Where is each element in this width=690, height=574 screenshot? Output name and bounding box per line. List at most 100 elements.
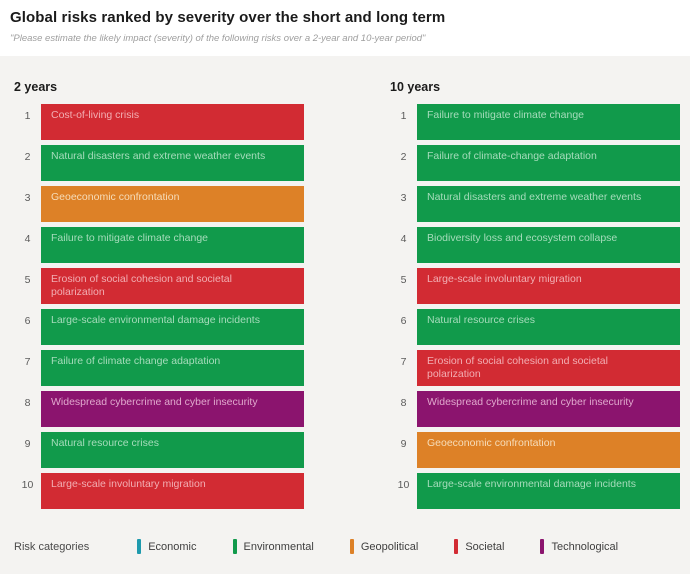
risk-row: 3 Geoeconomic confrontation xyxy=(14,186,304,222)
legend-items: Economic Environmental Geopolitical Soci… xyxy=(137,539,654,554)
risk-row: 10 Large-scale environmental damage inci… xyxy=(390,473,680,509)
risk-bar: Failure to mitigate climate change xyxy=(417,104,680,140)
legend-item: Economic xyxy=(137,539,197,554)
risk-bar: Large-scale involuntary migration xyxy=(41,473,304,509)
risk-rank: 6 xyxy=(400,315,407,327)
legend-category-swatch-icon xyxy=(454,539,459,554)
legend-category-label: Societal xyxy=(465,540,505,553)
risk-rank: 10 xyxy=(397,479,410,491)
chart-title: Global risks ranked by severity over the… xyxy=(10,9,446,26)
risk-row: 4 Biodiversity loss and ecosystem collap… xyxy=(390,227,680,263)
legend-category-label: Geopolitical xyxy=(360,540,419,553)
risk-rank: 7 xyxy=(24,356,31,368)
risk-bar: Failure of climate change adaptation xyxy=(41,350,304,386)
risk-bar: Cost-of-living crisis xyxy=(41,104,304,140)
risk-row: 9 Geoeconomic confrontation xyxy=(390,432,680,468)
risk-rank: 2 xyxy=(24,151,31,163)
risk-rank: 4 xyxy=(400,233,407,245)
risk-rank: 10 xyxy=(21,479,34,491)
risk-label: Large-scale involuntary migration xyxy=(427,273,582,285)
risk-bar: Geoeconomic confrontation xyxy=(417,432,680,468)
risk-label: Geoeconomic confrontation xyxy=(51,191,180,203)
risk-row: 5 Erosion of social cohesion and societa… xyxy=(14,268,304,304)
risk-row: 9 Natural resource crises xyxy=(14,432,304,468)
ranking-list-2-years: 1 Cost-of-living crisis 2 Natural disast… xyxy=(14,104,304,509)
legend-category-swatch-icon xyxy=(232,539,237,554)
legend-item: Environmental xyxy=(232,539,314,554)
risk-rank: 9 xyxy=(24,438,31,450)
column-header-2-years: 2 years xyxy=(14,80,58,94)
risk-bar: Natural resource crises xyxy=(417,309,680,345)
risk-row: 8 Widespread cybercrime and cyber insecu… xyxy=(14,391,304,427)
risk-bar: Widespread cybercrime and cyber insecuri… xyxy=(41,391,304,427)
column-header-10-years: 10 years xyxy=(390,80,441,94)
risk-rank: 7 xyxy=(400,356,407,368)
chart-header: Global risks ranked by severity over the… xyxy=(0,0,690,56)
risk-rank: 1 xyxy=(400,110,407,122)
risk-bar: Large-scale environmental damage inciden… xyxy=(41,309,304,345)
risk-label: Large-scale environmental damage inciden… xyxy=(51,314,260,326)
risk-label: Large-scale environmental damage inciden… xyxy=(427,478,636,490)
risk-label: Failure of climate-change adaptation xyxy=(427,150,597,162)
risk-row: 4 Failure to mitigate climate change xyxy=(14,227,304,263)
risk-row: 1 Cost-of-living crisis xyxy=(14,104,304,140)
legend-category-swatch-icon xyxy=(349,539,354,554)
risk-rank: 5 xyxy=(400,274,407,286)
risk-bar: Geoeconomic confrontation xyxy=(41,186,304,222)
risk-row: 8 Widespread cybercrime and cyber insecu… xyxy=(390,391,680,427)
risk-rank: 9 xyxy=(400,438,407,450)
risk-label: Biodiversity loss and ecosystem collapse xyxy=(427,232,618,244)
risk-row: 3 Natural disasters and extreme weather … xyxy=(390,186,680,222)
risk-bar: Erosion of social cohesion and societal … xyxy=(417,350,680,386)
risk-bar: Failure to mitigate climate change xyxy=(41,227,304,263)
risk-row: 5 Large-scale involuntary migration xyxy=(390,268,680,304)
risk-label: Natural resource crises xyxy=(427,314,535,326)
chart-body: 2 years 1 Cost-of-living crisis 2 Natura… xyxy=(0,56,690,574)
risk-label: Natural resource crises xyxy=(51,437,159,449)
risk-row: 7 Erosion of social cohesion and societa… xyxy=(390,350,680,386)
risk-rank: 3 xyxy=(24,192,31,204)
legend-category-swatch-icon xyxy=(137,539,142,554)
risk-row: 2 Failure of climate-change adaptation xyxy=(390,145,680,181)
risk-row: 2 Natural disasters and extreme weather … xyxy=(14,145,304,181)
ranking-columns: 2 years 1 Cost-of-living crisis 2 Natura… xyxy=(14,80,680,509)
risk-rank: 3 xyxy=(400,192,407,204)
risk-label: Failure to mitigate climate change xyxy=(427,109,584,121)
risk-bar: Natural resource crises xyxy=(41,432,304,468)
risk-label: Large-scale involuntary migration xyxy=(51,478,206,490)
risk-rank: 8 xyxy=(400,397,407,409)
risk-rank: 6 xyxy=(24,315,31,327)
legend-item: Technological xyxy=(540,539,618,554)
column-10-years: 10 years 1 Failure to mitigate climate c… xyxy=(390,80,680,509)
legend-item: Geopolitical xyxy=(349,539,419,554)
risk-label: Geoeconomic confrontation xyxy=(427,437,556,449)
ranking-list-10-years: 1 Failure to mitigate climate change 2 F… xyxy=(390,104,680,509)
risk-row: 6 Large-scale environmental damage incid… xyxy=(14,309,304,345)
risk-bar: Failure of climate-change adaptation xyxy=(417,145,680,181)
risk-label: Widespread cybercrime and cyber insecuri… xyxy=(51,396,258,408)
risk-bar: Natural disasters and extreme weather ev… xyxy=(41,145,304,181)
chart-subtitle: "Please estimate the likely impact (seve… xyxy=(10,33,426,44)
risk-label: Failure to mitigate climate change xyxy=(51,232,208,244)
risk-categories-legend: Risk categories Economic Environmental G… xyxy=(14,533,680,562)
legend-category-label: Economic xyxy=(148,540,197,553)
risk-row: 6 Natural resource crises xyxy=(390,309,680,345)
risk-label: Natural disasters and extreme weather ev… xyxy=(51,150,266,162)
risk-bar: Widespread cybercrime and cyber insecuri… xyxy=(417,391,680,427)
legend-category-label: Technological xyxy=(551,540,619,553)
column-2-years: 2 years 1 Cost-of-living crisis 2 Natura… xyxy=(14,80,304,509)
risk-label: Erosion of social cohesion and societal … xyxy=(427,355,608,380)
risk-bar: Natural disasters and extreme weather ev… xyxy=(417,186,680,222)
risk-row: 1 Failure to mitigate climate change xyxy=(390,104,680,140)
risk-label: Failure of climate change adaptation xyxy=(51,355,221,367)
legend-item: Societal xyxy=(454,539,504,554)
legend-category-label: Environmental xyxy=(243,540,314,553)
risk-rank: 4 xyxy=(24,233,31,245)
risk-bar: Erosion of social cohesion and societal … xyxy=(41,268,304,304)
legend-title: Risk categories xyxy=(14,540,90,553)
risk-rank: 2 xyxy=(400,151,407,163)
risk-label: Widespread cybercrime and cyber insecuri… xyxy=(427,396,634,408)
risk-label: Natural disasters and extreme weather ev… xyxy=(427,191,642,203)
risk-rank: 5 xyxy=(24,274,31,286)
